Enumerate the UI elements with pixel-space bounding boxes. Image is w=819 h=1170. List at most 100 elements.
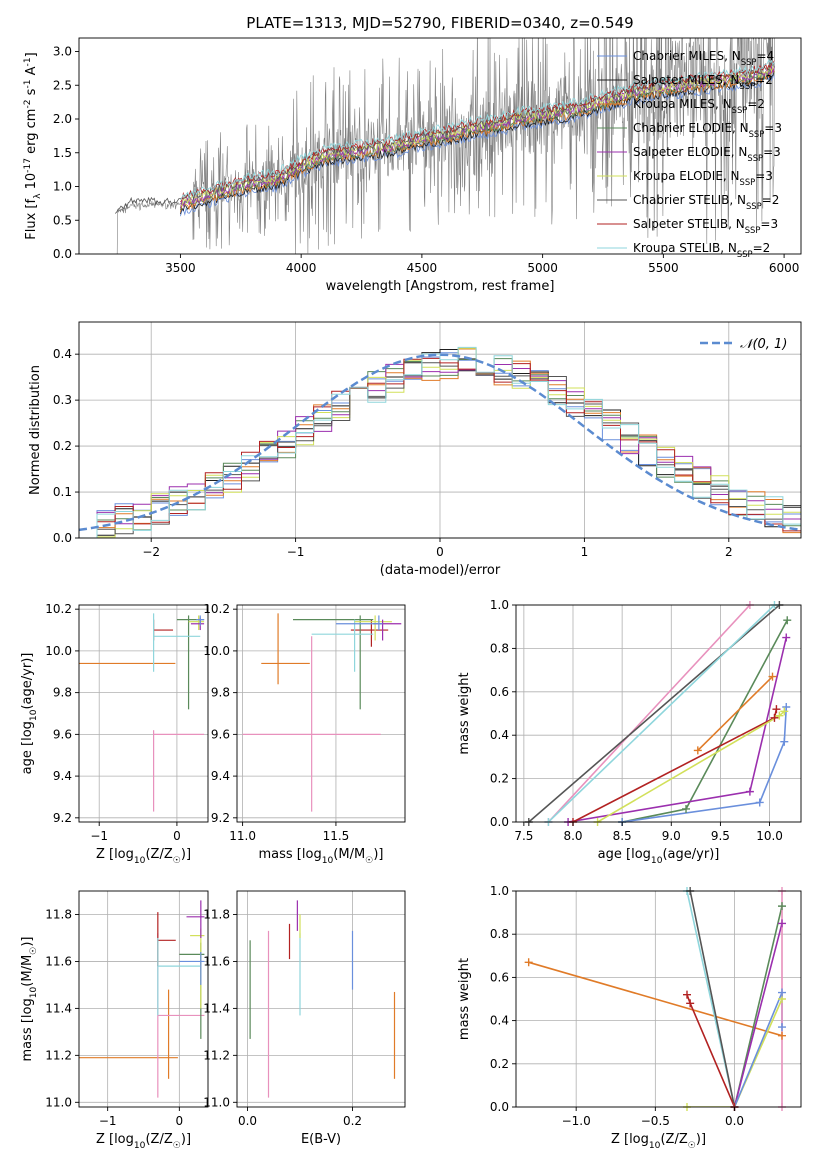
- weight-marker: [683, 990, 691, 999]
- axes-frame: [236, 890, 406, 1108]
- y-tick-label: 10.2: [203, 602, 230, 616]
- weight-marker: [775, 711, 784, 720]
- panel-residuals: 𝒩(0, 1) −2 −1 0 1 2 0.0 0.1 0.2 0.3 0.4 (data-model…: [28, 321, 802, 578]
- weight-marker: [745, 787, 754, 796]
- model-line-6: [114, 61, 775, 214]
- weight-line: [567, 637, 788, 822]
- y-axis-label: Normed distribution: [28, 365, 43, 495]
- weight-marker: [755, 798, 764, 807]
- weight-marker: [770, 713, 779, 722]
- y-tick-label: 9.4: [53, 769, 72, 783]
- legend-label: Kroupa MILES, NSSP=2: [633, 97, 765, 115]
- model-line-7: [180, 60, 775, 203]
- y-tick-label: 1.0: [490, 598, 509, 612]
- weight-marker: [778, 919, 786, 928]
- y-tick-label: 0.6: [490, 685, 509, 699]
- y-tick-label: 1.5: [53, 146, 72, 160]
- x-axis-label: Z [log10(Z/Z☉)]: [96, 847, 191, 866]
- weight-line: [547, 605, 751, 822]
- y-tick-label: 0.8: [490, 641, 509, 655]
- histogram-step: [79, 346, 801, 538]
- plot-area: [242, 613, 402, 812]
- x-tick-label: 3500: [165, 261, 196, 275]
- weight-marker: [768, 672, 777, 681]
- y-tick-label: 11.0: [203, 1095, 230, 1109]
- weight-marker: [782, 633, 791, 642]
- y-tick-label: 0.6: [490, 970, 509, 984]
- y-tick-label: 9.2: [211, 811, 230, 825]
- x-tick-label: 8.0: [563, 829, 582, 843]
- x-tick-label: 11.5: [323, 829, 350, 843]
- y-tick-label: 11.6: [45, 954, 72, 968]
- model-line-2: [180, 68, 775, 213]
- y-tick-label: 2.0: [53, 112, 72, 126]
- y-tick-label: 0.1: [53, 485, 72, 499]
- weight-line: [733, 923, 783, 1107]
- axes-frame: [515, 890, 802, 1108]
- weight-marker: [693, 746, 702, 755]
- weight-line: [687, 998, 783, 1107]
- y-tick-label: 11.2: [45, 1048, 72, 1062]
- weight-marker: [686, 999, 695, 1008]
- weight-line: [689, 891, 736, 1107]
- x-tick-label: −0.5: [641, 1114, 670, 1128]
- y-tick-label: 9.6: [211, 727, 230, 741]
- panel-weight-vs-age: 7.5 8.0 8.5 9.0 9.5 10.0 0.0 0.2 0.4 0.6 0.8 1.0 age…: [457, 598, 802, 866]
- model-line-8: [180, 59, 775, 201]
- legend-label: Chabrier STELIB, NSSP=2: [633, 193, 779, 211]
- y-tick-label: 11.6: [203, 954, 230, 968]
- y-tick-label: 0.0: [53, 247, 72, 261]
- panel-age-vs-mass: 11.0 11.5 9.2 9.4 9.6 9.8 10.0 10.2 mass [log10(…: [203, 602, 406, 866]
- x-tick-label: 8.5: [613, 829, 632, 843]
- plot-area: [79, 346, 801, 538]
- x-tick-label: 5500: [648, 261, 679, 275]
- x-tick-label: 9.0: [662, 829, 681, 843]
- y-tick-label: 11.8: [203, 907, 230, 921]
- x-tick-label: 7.5: [514, 829, 533, 843]
- x-tick-label: −1: [287, 545, 305, 559]
- y-tick-label: 0.0: [490, 1100, 509, 1114]
- weight-marker: [780, 707, 789, 716]
- legend-label: 𝒩(0, 1): [740, 337, 787, 352]
- x-axis-label: wavelength [Angstrom, rest frame]: [326, 279, 555, 294]
- y-tick-label: 9.2: [53, 811, 72, 825]
- y-tick-label: 0.2: [490, 772, 509, 786]
- x-tick-label: 6000: [769, 261, 800, 275]
- y-tick-label: 1.0: [53, 180, 72, 194]
- weight-line: [697, 676, 774, 751]
- x-tick-label: −2: [142, 545, 160, 559]
- legend-label: Chabrier MILES, NSSP=4: [633, 49, 774, 67]
- x-tick-label: 1: [581, 545, 589, 559]
- plot-area: [114, 38, 775, 254]
- x-axis-label: mass [log10(M/M☉)]: [259, 847, 384, 866]
- panel-age-vs-Z: −1 0 9.2 9.4 9.6 9.8 10.0 10.2 Z [log10(Z/Z☉)] ag…: [20, 602, 209, 866]
- x-tick-label: 0.2: [343, 1114, 362, 1128]
- x-tick-label: 5000: [527, 261, 558, 275]
- panel-spectrum: Chabrier MILES, NSSP=4 Salpeter MILES, NS…: [23, 37, 802, 294]
- weight-line: [621, 706, 788, 822]
- y-tick-label: 0.2: [490, 1057, 509, 1071]
- y-tick-label: 1.0: [490, 884, 509, 898]
- panel-weight-vs-Z: −1.0 −0.5 0.0 0.0 0.2 0.4 0.6 0.8 1.0 Z [log10(Z/…: [457, 884, 802, 1151]
- chart-title: PLATE=1313, MJD=52790, FIBERID=0340, z=0…: [246, 14, 633, 32]
- panel-mass-vs-ebv: 0.0 0.2 11.0 11.2 11.4 11.6 11.8 E(B-V): [203, 890, 406, 1147]
- y-tick-label: 9.8: [53, 686, 72, 700]
- y-axis-label: mass weight: [457, 958, 472, 1040]
- axes-frame: [78, 604, 209, 823]
- axes-frame: [236, 604, 406, 823]
- weight-marker: [782, 702, 791, 711]
- y-tick-label: 11.4: [203, 1001, 230, 1015]
- legend-label: Salpeter STELIB, NSSP=3: [633, 217, 778, 235]
- plot-area: [528, 605, 788, 822]
- axes-frame: [78, 37, 802, 255]
- plot-area: [79, 613, 205, 812]
- x-tick-label: 10.0: [756, 829, 783, 843]
- x-tick-label: −1: [99, 1114, 117, 1128]
- x-tick-label: 2: [725, 545, 733, 559]
- legend-label: Salpeter MILES, NSSP=2: [633, 73, 773, 91]
- plot-area: [249, 900, 396, 1098]
- weight-line: [547, 605, 776, 822]
- x-tick-label: 0: [176, 1114, 184, 1128]
- y-tick-label: 11.8: [45, 907, 72, 921]
